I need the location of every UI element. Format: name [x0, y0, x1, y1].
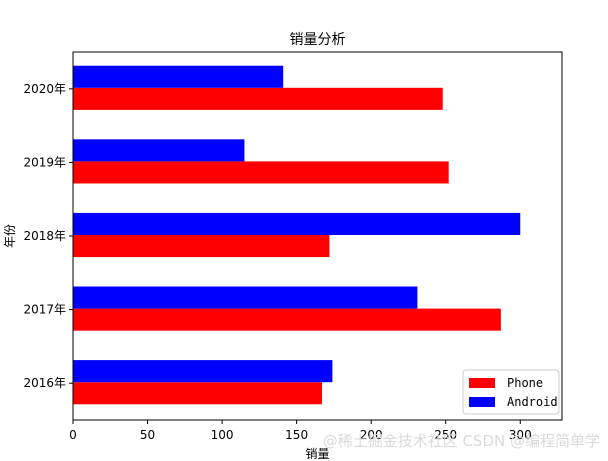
x-tick-label: 50 [140, 428, 155, 442]
legend-swatch [469, 378, 495, 388]
bar-android [73, 212, 521, 235]
x-tick-label: 300 [509, 428, 532, 442]
bar-phone [73, 87, 443, 110]
x-tick-label: 200 [360, 428, 383, 442]
x-tick-label: 150 [285, 428, 308, 442]
y-tick-label: 2019年 [23, 155, 66, 169]
bar-phone [73, 235, 330, 258]
x-tick-label: 100 [211, 428, 234, 442]
x-tick-label: 0 [69, 428, 77, 442]
y-tick-label: 2016年 [23, 376, 66, 390]
y-tick-label: 2020年 [23, 82, 66, 96]
legend-label: Phone [507, 376, 543, 390]
x-axis-label: 销量 [305, 447, 329, 461]
bar-phone [73, 382, 322, 405]
y-axis-label: 年份 [3, 224, 17, 248]
bar-android [73, 286, 418, 309]
x-tick-label: 250 [434, 428, 457, 442]
watermark: @稀土掘金技术社区 CSDN @编程简单学 [323, 432, 600, 450]
chart-title: 销量分析 [290, 32, 346, 48]
bar-android [73, 139, 245, 162]
y-tick-label: 2018年 [23, 229, 66, 243]
legend: Phone Android [462, 369, 560, 415]
legend-label: Android [507, 395, 558, 409]
y-tick-label: 2017年 [23, 303, 66, 317]
bar-android [73, 360, 333, 383]
y-axis-ticks: 2016年 2017年 2018年 2019年 2020年 [23, 82, 73, 390]
legend-swatch [469, 397, 495, 407]
bars-group [73, 65, 521, 405]
x-axis-ticks: 0 50 100 150 200 250 300 [69, 420, 532, 442]
bar-phone [73, 308, 501, 331]
bar-phone [73, 161, 449, 184]
bar-android [73, 65, 284, 88]
